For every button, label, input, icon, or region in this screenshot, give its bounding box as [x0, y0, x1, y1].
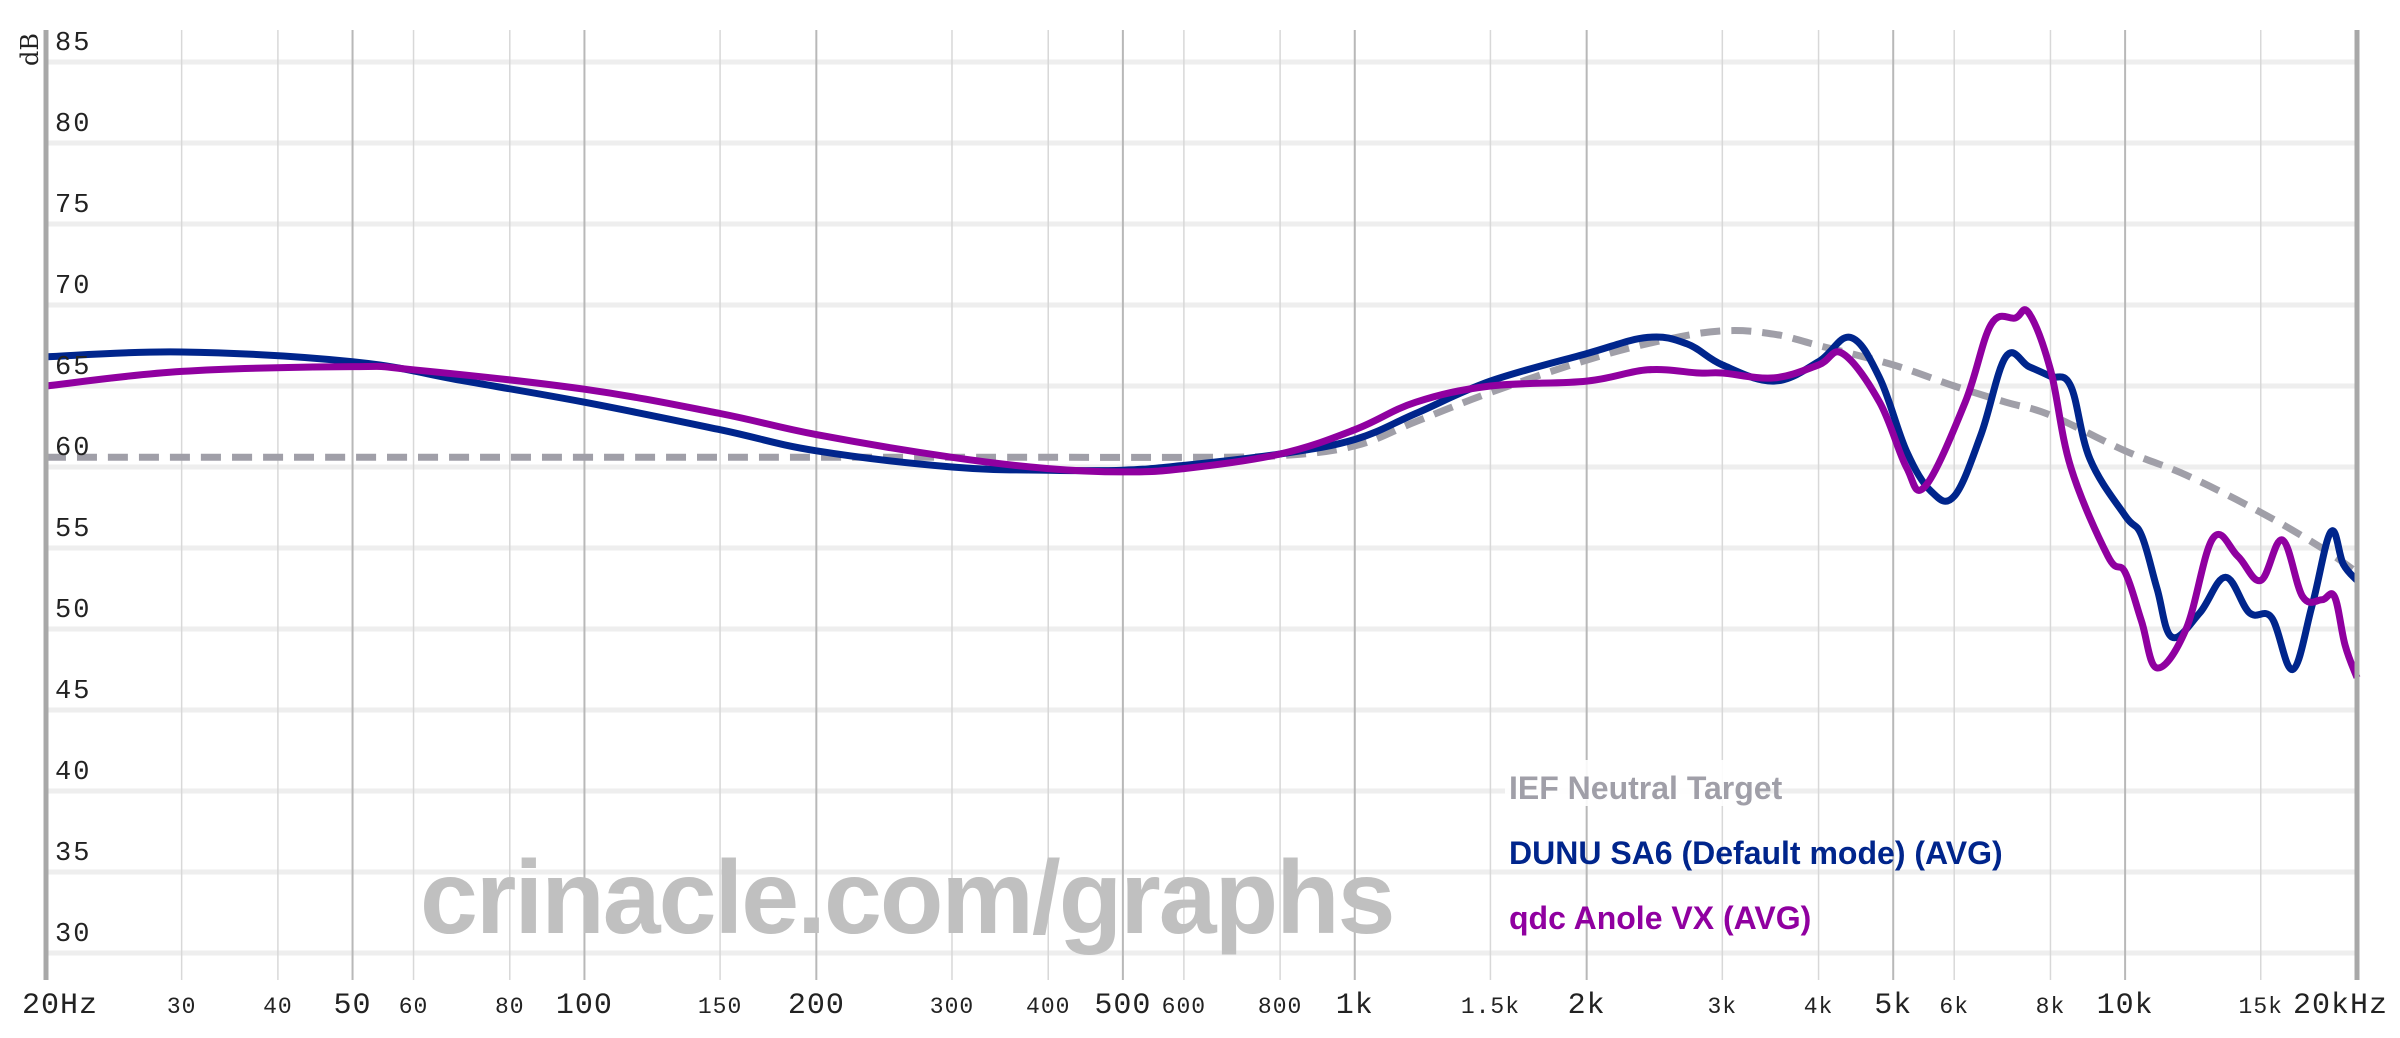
horizontal-gridlines: [46, 59, 2357, 956]
x-tick-label: 5k: [1874, 989, 1912, 1023]
y-tick-label: 70: [55, 272, 91, 302]
curves: [45, 306, 2361, 679]
x-tick-label: 10k: [2097, 989, 2154, 1023]
y-tick-label: 85: [55, 29, 91, 59]
y-tick-label: 30: [55, 920, 91, 950]
x-tick-labels: 20Hz 30 40 50 60 80 100 150 200 300 400 500 600 800 1k…: [22, 989, 2388, 1023]
y-tick-label: 65: [55, 353, 91, 383]
y-tick-label: 50: [55, 596, 91, 626]
x-tick-label: 2k: [1568, 989, 1606, 1023]
x-tick-label: 15k: [2239, 994, 2283, 1020]
x-tick-label: 20kHz: [2293, 989, 2388, 1023]
y-tick-label: 55: [55, 515, 91, 545]
x-tick-label: 6k: [1939, 994, 1969, 1020]
y-tick-label: 45: [55, 677, 91, 707]
x-tick-label: 1k: [1336, 989, 1374, 1023]
y-tick-label: 60: [55, 434, 91, 464]
x-tick-label: 400: [1026, 994, 1070, 1020]
x-tick-label: 600: [1162, 994, 1206, 1020]
x-tick-label: 200: [788, 989, 845, 1023]
legend-item-qdc-anole-vx[interactable]: qdc Anole VX (AVG): [1509, 900, 1811, 936]
x-tick-label: 300: [930, 994, 974, 1020]
x-tick-label: 8k: [2036, 994, 2066, 1020]
x-tick-label: 3k: [1708, 994, 1738, 1020]
x-tick-label: 1.5k: [1461, 994, 1520, 1020]
watermark: crinacle.com/graphs: [420, 840, 1394, 956]
vertical-gridlines: [180, 30, 2262, 980]
x-tick-label: 60: [399, 994, 429, 1020]
x-tick-label: 40: [263, 994, 293, 1020]
y-axis-unit-label: dB: [16, 33, 44, 66]
y-tick-label: 35: [55, 839, 91, 869]
x-tick-label: 500: [1094, 989, 1151, 1023]
x-tick-label: 4k: [1804, 994, 1834, 1020]
legend-item-dunu-sa6[interactable]: DUNU SA6 (Default mode) (AVG): [1509, 835, 2003, 871]
y-tick-labels: 85 80 75 70 65 60 55 50 45 40 35 30: [55, 29, 91, 950]
qdc-anole-vx-curve: [45, 306, 2361, 679]
legend: IEF Neutral Target DUNU SA6 (Default mod…: [1505, 760, 2003, 936]
x-tick-label: 80: [495, 994, 525, 1020]
y-tick-label: 75: [55, 191, 91, 221]
target-curve: [46, 327, 2360, 576]
x-tick-label: 20Hz: [22, 989, 98, 1023]
legend-item-target[interactable]: IEF Neutral Target: [1509, 770, 1783, 806]
y-tick-label: 80: [55, 110, 91, 140]
dunu-sa6-curve: [45, 333, 2360, 673]
y-tick-label: 40: [55, 758, 91, 788]
x-tick-label: 800: [1258, 994, 1302, 1020]
x-tick-label: 150: [698, 994, 742, 1020]
x-tick-label: 50: [334, 989, 372, 1023]
x-tick-label: 100: [556, 989, 613, 1023]
x-tick-label: 30: [167, 994, 197, 1020]
